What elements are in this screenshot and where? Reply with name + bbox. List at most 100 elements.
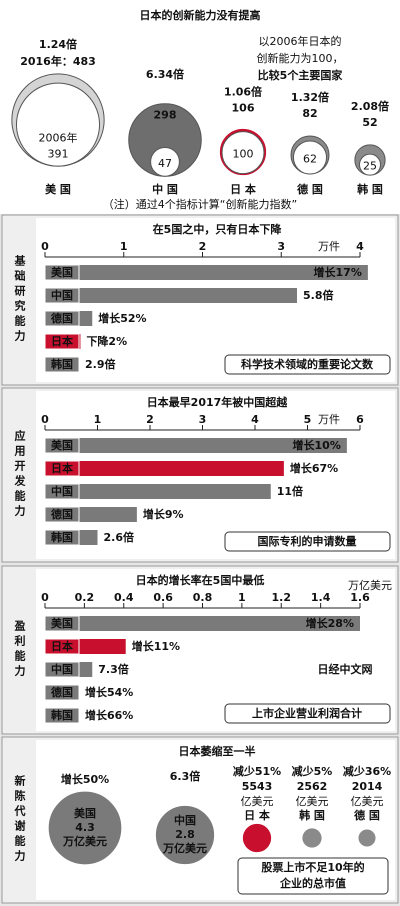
value-2006: 100 [233,148,254,161]
note-box [224,703,391,724]
bar-label: 日本 [51,461,73,475]
overview-note: 以2006年日本的 [259,34,342,48]
overview-note: 创新能力为100， [257,51,344,65]
country-name: 韩 国 [357,182,383,196]
tick-label: 0 [41,240,49,253]
tick-label: 3 [277,240,285,253]
title: 日本的创新能力没有提高 [140,8,261,22]
bar-label-box [44,356,80,373]
bar-annotation: 2.9倍 [85,357,116,371]
bar-label-box [44,310,80,327]
change: 减少51% [233,764,281,778]
year-2006: 2006年 [39,131,78,145]
note: 企业的总市值 [279,876,346,890]
tick-label: 1 [238,591,246,604]
tick-label: 5 [304,413,312,426]
unit: 万件 [318,240,340,253]
value-2006: 25 [363,160,377,173]
value-2006: 47 [158,157,172,170]
tick-label: 1.6 [350,591,370,604]
panel-label: 基础研究能力 [13,254,27,345]
unit: 万件 [318,413,340,426]
bar-label-box [44,638,80,655]
change: 减少36% [343,764,391,778]
bar [45,438,347,453]
bar-label-box [44,529,80,546]
bar-label: 德国 [50,311,73,325]
bar-annotation: 增长67% [290,461,338,475]
bubble-2006 [292,140,328,175]
bar-label: 韩国 [51,530,73,544]
value: 2562 [297,780,328,793]
bar-label: 韩国 [51,357,73,371]
tick-label: 0.8 [193,591,213,604]
bar-label: 日本 [51,639,73,653]
bar-label: 韩国 [51,708,73,722]
bubble-unit: 万亿美元 [162,841,207,855]
ratio: 1.24倍 [39,37,77,51]
ratio: 6.34倍 [146,67,184,81]
panel-label: 新陈代谢能力 [13,774,27,865]
bar-annotation: 增长52% [98,311,146,325]
name: 韩 国 [299,808,325,822]
value-2006: 62 [303,152,317,165]
value-2016: 52 [362,116,377,129]
bar-label: 中国 [51,662,73,676]
change: 6.3倍 [170,769,201,783]
bubble-name: 美国 [74,806,96,820]
bar-label-box [44,264,80,281]
tick-label: 6 [356,413,364,426]
bar-label-box [44,615,80,632]
bubble-name: 中国 [174,813,196,827]
tick-label: 1.2 [272,591,292,604]
bar-label-box [44,333,80,350]
panel-label: 盈利能力 [13,620,27,680]
note-box [237,857,389,895]
bar-annotation: 增长10% [293,438,341,452]
panel-title: 日本最早2017年被中国超越 [147,395,289,409]
bar-label: 美国 [51,265,73,279]
bar [45,288,297,303]
tick-label: 1 [94,413,102,426]
panel-title: 日本萎缩至一半 [179,744,256,758]
bubble [46,789,124,867]
bubble [302,828,322,848]
bar-annotation: 增长9% [143,507,184,521]
country-name: 美 国 [45,182,71,196]
bar-label: 中国 [51,484,73,498]
note: 上市企业营业利润合计 [252,706,362,720]
bar-annotation: 下降2% [86,334,127,348]
bubble-value: 2.8 [175,828,195,841]
tick-label: 4 [251,413,259,426]
bubble [153,803,217,867]
panel-label: 应用开发能力 [13,429,27,520]
bubble-unit: 万亿美元 [62,834,107,848]
bar-annotation: 5.8倍 [303,288,334,302]
name: 德 国 [353,808,380,822]
note-box [224,531,391,552]
bar-label: 日本 [51,334,73,348]
watermark: 日经中文网 [318,662,373,676]
unit: 亿美元 [351,795,384,808]
bar [45,461,284,476]
bubble-2006 [221,131,265,175]
bar-label-box [44,684,80,701]
bar-annotation: 7.3倍 [98,662,129,676]
bar-annotation: 增长17% [314,265,362,279]
bar-label: 德国 [50,685,73,699]
tick-label: 0.2 [75,591,95,604]
footnote: （注）通过4个指标计算“创新能力指数” [103,197,297,211]
tick-label: 1.4 [311,591,331,604]
tick-label: 0.4 [114,591,134,604]
title-bar [0,0,400,28]
value-2006: 391 [48,148,69,161]
tick-label: 2 [146,413,154,426]
bar [45,265,368,280]
bar-annotation: 11倍 [277,484,303,498]
unit: 亿美元 [296,795,329,808]
bar-label: 美国 [51,438,73,452]
note: 科学技术领域的重要论文数 [241,357,374,371]
note-box [224,354,391,375]
bar-label-box [44,707,80,724]
